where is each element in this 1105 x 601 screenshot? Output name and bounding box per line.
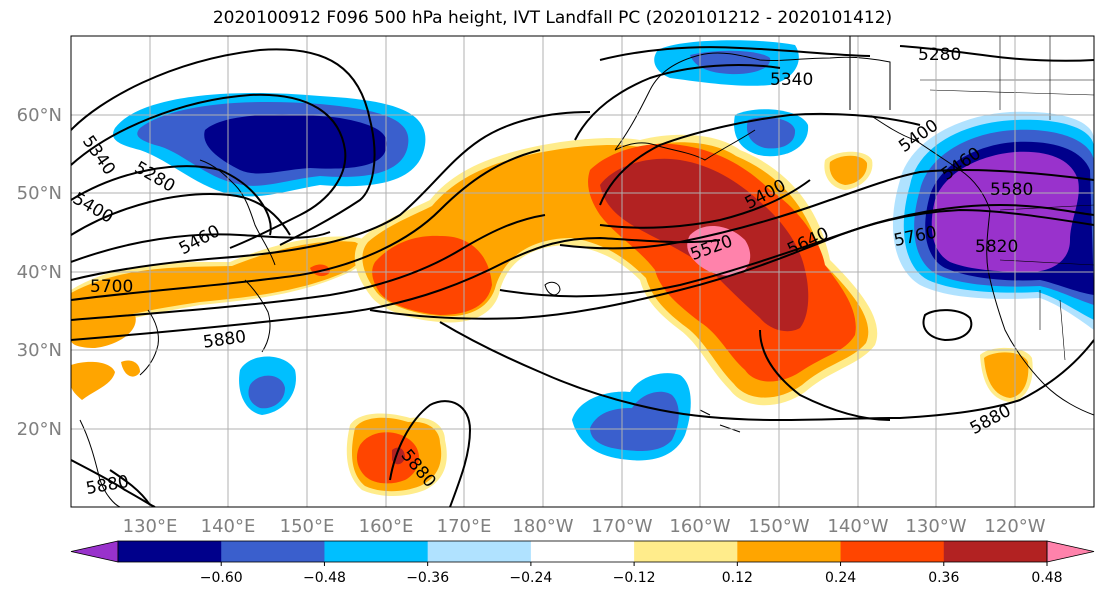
colorbar-tick-label: 0.36 bbox=[928, 570, 959, 586]
longitude-label: 160°E bbox=[359, 516, 414, 537]
longitude-label: 130°E bbox=[123, 516, 178, 537]
colorbar-segment bbox=[634, 541, 738, 562]
longitude-label: 120°W bbox=[984, 516, 1045, 537]
colorbar-tick-label: −0.12 bbox=[613, 570, 656, 586]
colorbar: −0.60 −0.48 −0.36 −0.24 −0.12 0.12 0.24 0.36 0.4… bbox=[70, 540, 1095, 586]
negative-anomaly-nw-pacific bbox=[112, 92, 426, 197]
longitude-label: 180°W bbox=[512, 516, 573, 537]
latitude-label: 40°N bbox=[17, 262, 62, 283]
colorbar-tick-label: −0.48 bbox=[303, 570, 346, 586]
colorbar-tick-label: −0.60 bbox=[200, 570, 243, 586]
longitude-label: 140°W bbox=[827, 516, 888, 537]
longitude-label: 170°W bbox=[591, 516, 652, 537]
map-frame bbox=[70, 35, 1095, 508]
coastlines bbox=[79, 36, 1094, 507]
contour-label: 5340 bbox=[770, 70, 813, 90]
colorbar-tick-label: 0.48 bbox=[1031, 570, 1062, 586]
contour-label: 5580 bbox=[990, 180, 1033, 200]
gridlines bbox=[71, 36, 1094, 507]
colorbar-extend-max bbox=[1046, 540, 1095, 563]
colorbar-tick-label: −0.24 bbox=[509, 570, 552, 586]
longitude-label: 150°W bbox=[748, 516, 809, 537]
colorbar-tick-label: −0.36 bbox=[406, 570, 449, 586]
longitude-label: 150°E bbox=[280, 516, 335, 537]
colorbar-segment bbox=[221, 541, 325, 562]
colorbar-segment bbox=[324, 541, 429, 562]
colorbar-segment bbox=[530, 541, 635, 562]
colorbar-outline bbox=[117, 540, 1048, 563]
latitude-ticks: 60°N 50°N 40°N 30°N 20°N bbox=[17, 105, 62, 440]
colorbar-segment bbox=[427, 541, 532, 562]
colorbar-extend-min bbox=[70, 540, 119, 563]
shading-layer bbox=[71, 40, 1094, 496]
contour-label: 5700 bbox=[90, 277, 133, 297]
longitude-label: 160°W bbox=[669, 516, 730, 537]
latitude-label: 50°N bbox=[17, 183, 62, 204]
latitude-label: 30°N bbox=[17, 340, 62, 361]
colorbar-tick-label: 0.24 bbox=[825, 570, 856, 586]
height-contours bbox=[71, 45, 1094, 507]
contour-label: 5280 bbox=[918, 45, 961, 65]
colorbar-tick-label: 0.12 bbox=[722, 570, 753, 586]
colorbar-segment bbox=[943, 541, 1048, 562]
contour-label: 5820 bbox=[975, 237, 1018, 257]
colorbar-segment bbox=[840, 541, 945, 562]
positive-anomaly-central-pacific bbox=[354, 134, 878, 406]
map-title: 2020100912 F096 500 hPa height, IVT Land… bbox=[212, 8, 893, 28]
colorbar-segment bbox=[737, 541, 842, 562]
longitude-label: 170°E bbox=[437, 516, 492, 537]
latitude-label: 60°N bbox=[17, 105, 62, 126]
longitude-label: 140°E bbox=[201, 516, 256, 537]
colorbar-segment bbox=[118, 541, 222, 562]
longitude-label: 130°W bbox=[905, 516, 966, 537]
latitude-label: 20°N bbox=[17, 419, 62, 440]
longitude-ticks: 130°E 140°E 150°E 160°E 170°E 180°W 170°… bbox=[123, 516, 1046, 537]
